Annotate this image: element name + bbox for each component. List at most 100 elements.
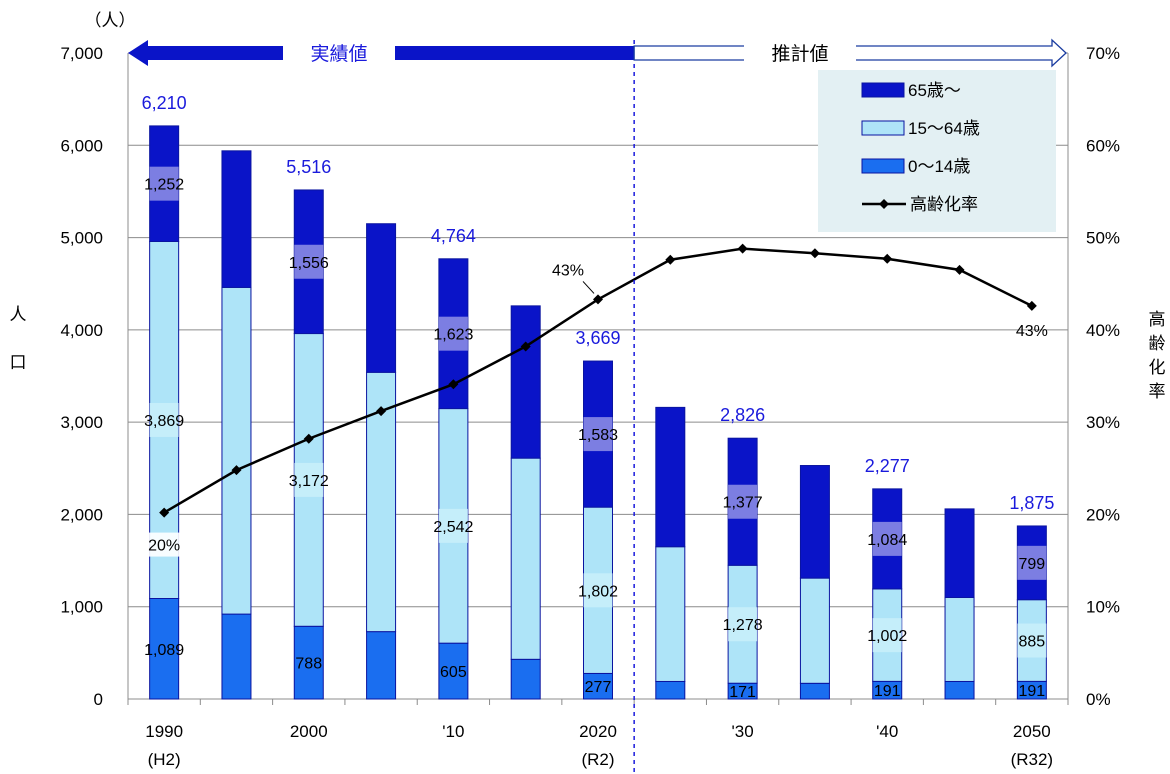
bar-segment — [293, 625, 324, 700]
bar-total-label: 5,516 — [286, 157, 331, 177]
segment-label: 885 — [1018, 634, 1045, 651]
aging-rate-marker — [882, 253, 893, 264]
bar-total-label: 3,669 — [575, 328, 620, 348]
y-tick-label: 2,000 — [60, 505, 103, 524]
bar-segment — [944, 596, 975, 682]
rate-label: 43% — [1016, 323, 1048, 340]
segment-label-bg — [872, 618, 902, 653]
aging-rate-marker — [737, 243, 748, 254]
y2-axis-title-char: 率 — [1149, 382, 1166, 401]
bar-segment — [799, 682, 830, 700]
bar-segment — [799, 577, 830, 684]
segment-label: 1,623 — [433, 327, 473, 344]
x-tick-label: 2020 — [579, 722, 617, 741]
legend-swatch — [861, 120, 905, 136]
bar-segment — [510, 658, 541, 700]
bar-segment — [221, 613, 252, 700]
segment-label: 1,377 — [723, 495, 763, 512]
x-tick-label: '40 — [876, 722, 898, 741]
y-tick-label: 0 — [94, 690, 103, 709]
segment-label-bg — [149, 166, 179, 201]
legend-line-marker — [879, 199, 889, 209]
legend-label: 15〜64歳 — [908, 119, 980, 138]
aging-rate-marker — [1026, 300, 1037, 311]
legend-swatch — [861, 82, 905, 98]
y-tick-label: 3,000 — [60, 413, 103, 432]
aging-rate-marker — [448, 379, 459, 390]
y-axis-title: 人口 — [10, 305, 27, 372]
segment-label-bg — [1017, 545, 1047, 580]
y2-tick-label: 70% — [1086, 44, 1120, 63]
bar-segment — [221, 286, 252, 615]
aging-rate-marker — [665, 254, 676, 265]
y2-axis-title-char: 齢 — [1149, 334, 1166, 353]
x-tick-label: 1990 — [145, 722, 183, 741]
bar-total-label: 6,210 — [142, 93, 187, 113]
legend-swatch — [861, 158, 905, 174]
bar-segment — [655, 406, 686, 548]
aging-rate-marker — [231, 465, 242, 476]
bar-segment — [944, 508, 975, 598]
segment-label-bg — [583, 573, 613, 608]
segment-label: 191 — [1018, 683, 1045, 700]
segment-label-bg — [728, 607, 758, 642]
y-axis-title-char: 人 — [10, 305, 27, 324]
actual-label: 実績値 — [310, 43, 367, 65]
segment-label: 2,542 — [433, 519, 473, 536]
bar-total-label: 2,826 — [720, 405, 765, 425]
segment-label: 1,278 — [723, 617, 763, 634]
legend-box — [818, 70, 1056, 232]
segment-label: 1,802 — [578, 583, 618, 600]
aging-rate-marker — [593, 294, 603, 305]
bar-segment — [510, 305, 541, 459]
bar-segment — [655, 546, 686, 682]
actual-label-bg — [283, 38, 395, 68]
bar-segment — [366, 223, 397, 373]
y2-axis-title-char: 化 — [1149, 358, 1166, 377]
x-tick-label: '10 — [442, 722, 464, 741]
segment-label-bg — [728, 484, 758, 519]
aging-rate-marker — [376, 406, 387, 417]
aging-rate-marker — [954, 264, 965, 275]
aging-rate-marker — [520, 341, 531, 352]
segment-label: 3,869 — [144, 413, 184, 430]
segment-label-bg — [438, 508, 468, 543]
segment-label-bg — [1017, 623, 1047, 658]
bar-segment — [366, 631, 397, 700]
y2-tick-label: 40% — [1086, 321, 1120, 340]
bar-segment — [221, 150, 252, 288]
segment-label-bg — [149, 402, 179, 437]
segment-label: 191 — [874, 683, 901, 700]
y2-axis-title: 高齢化率 — [1149, 310, 1166, 401]
y2-tick-label: 0% — [1086, 690, 1111, 709]
x-tick-sublabel: (R2) — [581, 750, 614, 769]
aging-rate-marker — [159, 507, 170, 518]
y-tick-label: 6,000 — [60, 136, 103, 155]
segment-label: 1,252 — [144, 177, 184, 194]
unit-label: （人） — [85, 11, 136, 30]
legend-label: 65歳〜 — [908, 81, 961, 100]
segment-label: 1,556 — [289, 255, 329, 272]
bar-total-label: 2,277 — [865, 456, 910, 476]
x-tick-label: 2050 — [1013, 722, 1051, 741]
bar-segment — [583, 672, 613, 700]
segment-label-bg — [294, 244, 324, 279]
segment-label: 1,002 — [867, 628, 907, 645]
segment-label: 277 — [585, 679, 612, 696]
segment-label: 799 — [1018, 556, 1045, 573]
rate-label: 20% — [148, 538, 180, 555]
rate-label-bg — [142, 532, 187, 557]
legend-label: 0〜14歳 — [908, 157, 970, 176]
y2-tick-label: 20% — [1086, 505, 1120, 524]
y-tick-label: 4,000 — [60, 321, 103, 340]
segment-label: 3,172 — [289, 473, 329, 490]
segment-label: 605 — [440, 664, 467, 681]
x-tick-sublabel: (H2) — [148, 750, 181, 769]
y2-axis-title-char: 高 — [1149, 310, 1166, 329]
bar-total-label: 4,764 — [431, 226, 476, 246]
y2-tick-label: 10% — [1086, 598, 1120, 617]
y-tick-label: 7,000 — [60, 44, 103, 63]
segment-label: 1,583 — [578, 427, 618, 444]
bar-segment — [510, 457, 541, 660]
